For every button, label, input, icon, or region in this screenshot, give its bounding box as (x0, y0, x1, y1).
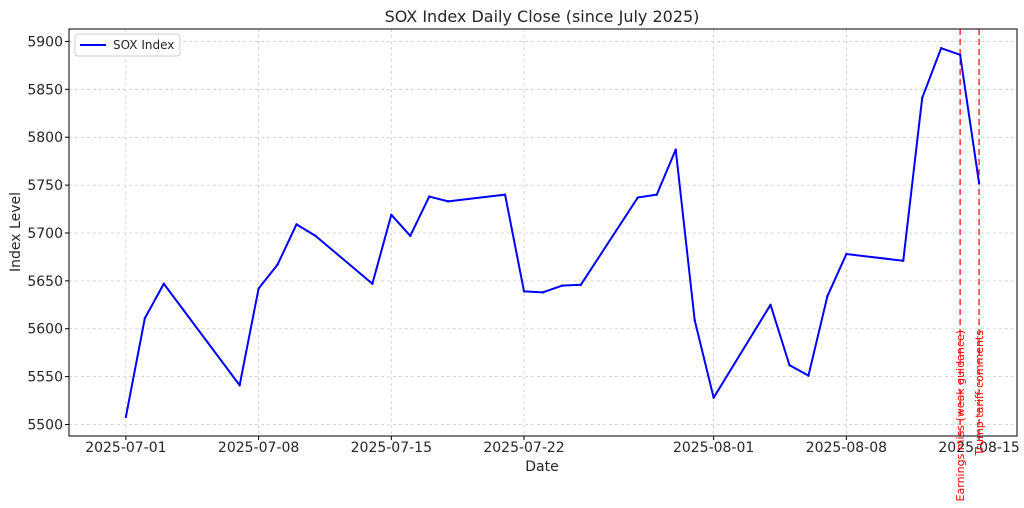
x-tick-label: 2025-07-01 (85, 440, 166, 456)
data-point (769, 303, 772, 307)
x-axis-title: Date (525, 459, 558, 475)
y-tick-label: 5800 (27, 130, 63, 146)
series-layer (124, 46, 981, 419)
y-tick-label: 5650 (27, 274, 63, 290)
y-tick-label: 5500 (27, 418, 63, 434)
data-point (807, 374, 810, 377)
annotation-lines (959, 29, 980, 436)
x-tick-label: 2025-07-15 (351, 440, 432, 456)
y-tick-label: 5550 (27, 370, 63, 386)
y-tick-label: 5900 (27, 34, 63, 50)
data-point (560, 284, 564, 287)
data-point (428, 195, 431, 198)
data-point (257, 287, 260, 290)
x-tick-label: 2025-08-15 (938, 440, 1019, 456)
data-point (712, 396, 715, 399)
data-point (295, 223, 298, 226)
y-axis: 5500 5550 5600 5650 5700 5750 5800 5850 5900 (27, 34, 69, 434)
y-tick-label: 5600 (27, 322, 63, 338)
data-point (958, 53, 962, 57)
legend: SOX Index (74, 33, 181, 57)
data-point (541, 291, 545, 294)
data-point (579, 283, 583, 286)
data-point (390, 213, 393, 216)
data-point (655, 193, 658, 196)
x-tick-label: 2025-08-08 (806, 440, 887, 456)
plot-background (69, 29, 1017, 436)
data-point (636, 196, 639, 199)
data-point (371, 282, 374, 285)
x-axis: 2025-07-01 2025-07-08 2025-07-15 2025-07-22… (85, 436, 1020, 456)
data-point (124, 415, 128, 419)
data-point (902, 259, 905, 262)
data-point (826, 294, 829, 298)
grid (69, 29, 1017, 436)
annotation-label: Trump tariff comments (973, 330, 986, 457)
chart-title: SOX Index Daily Close (since July 2025) (385, 7, 700, 26)
annotation-labels: Earnings miss (weak guidance) Trump tarif… (954, 330, 986, 502)
data-point (447, 200, 450, 203)
x-tick-label: 2025-07-22 (483, 440, 564, 456)
data-point (238, 384, 241, 387)
data-point (522, 290, 526, 293)
data-point (674, 148, 677, 151)
data-point (977, 181, 981, 185)
data-point (314, 234, 317, 238)
data-point (939, 46, 943, 50)
data-point (143, 317, 147, 320)
y-axis-title: Index Level (8, 192, 24, 272)
legend-label: SOX Index (113, 38, 174, 52)
data-point (162, 282, 165, 285)
x-tick-label: 2025-08-01 (673, 440, 754, 456)
data-point (409, 234, 412, 238)
annotation-label: Earnings miss (weak guidance) (954, 330, 967, 501)
y-tick-label: 5700 (27, 226, 63, 242)
data-point (788, 363, 791, 367)
legend-box (74, 33, 181, 57)
y-tick-label: 5750 (27, 178, 63, 194)
data-point (845, 252, 848, 256)
y-tick-label: 5850 (27, 82, 63, 98)
data-point (693, 318, 696, 322)
data-point (503, 193, 507, 196)
data-point (276, 263, 279, 266)
x-tick-label: 2025-07-08 (218, 440, 299, 456)
data-point (921, 96, 924, 100)
